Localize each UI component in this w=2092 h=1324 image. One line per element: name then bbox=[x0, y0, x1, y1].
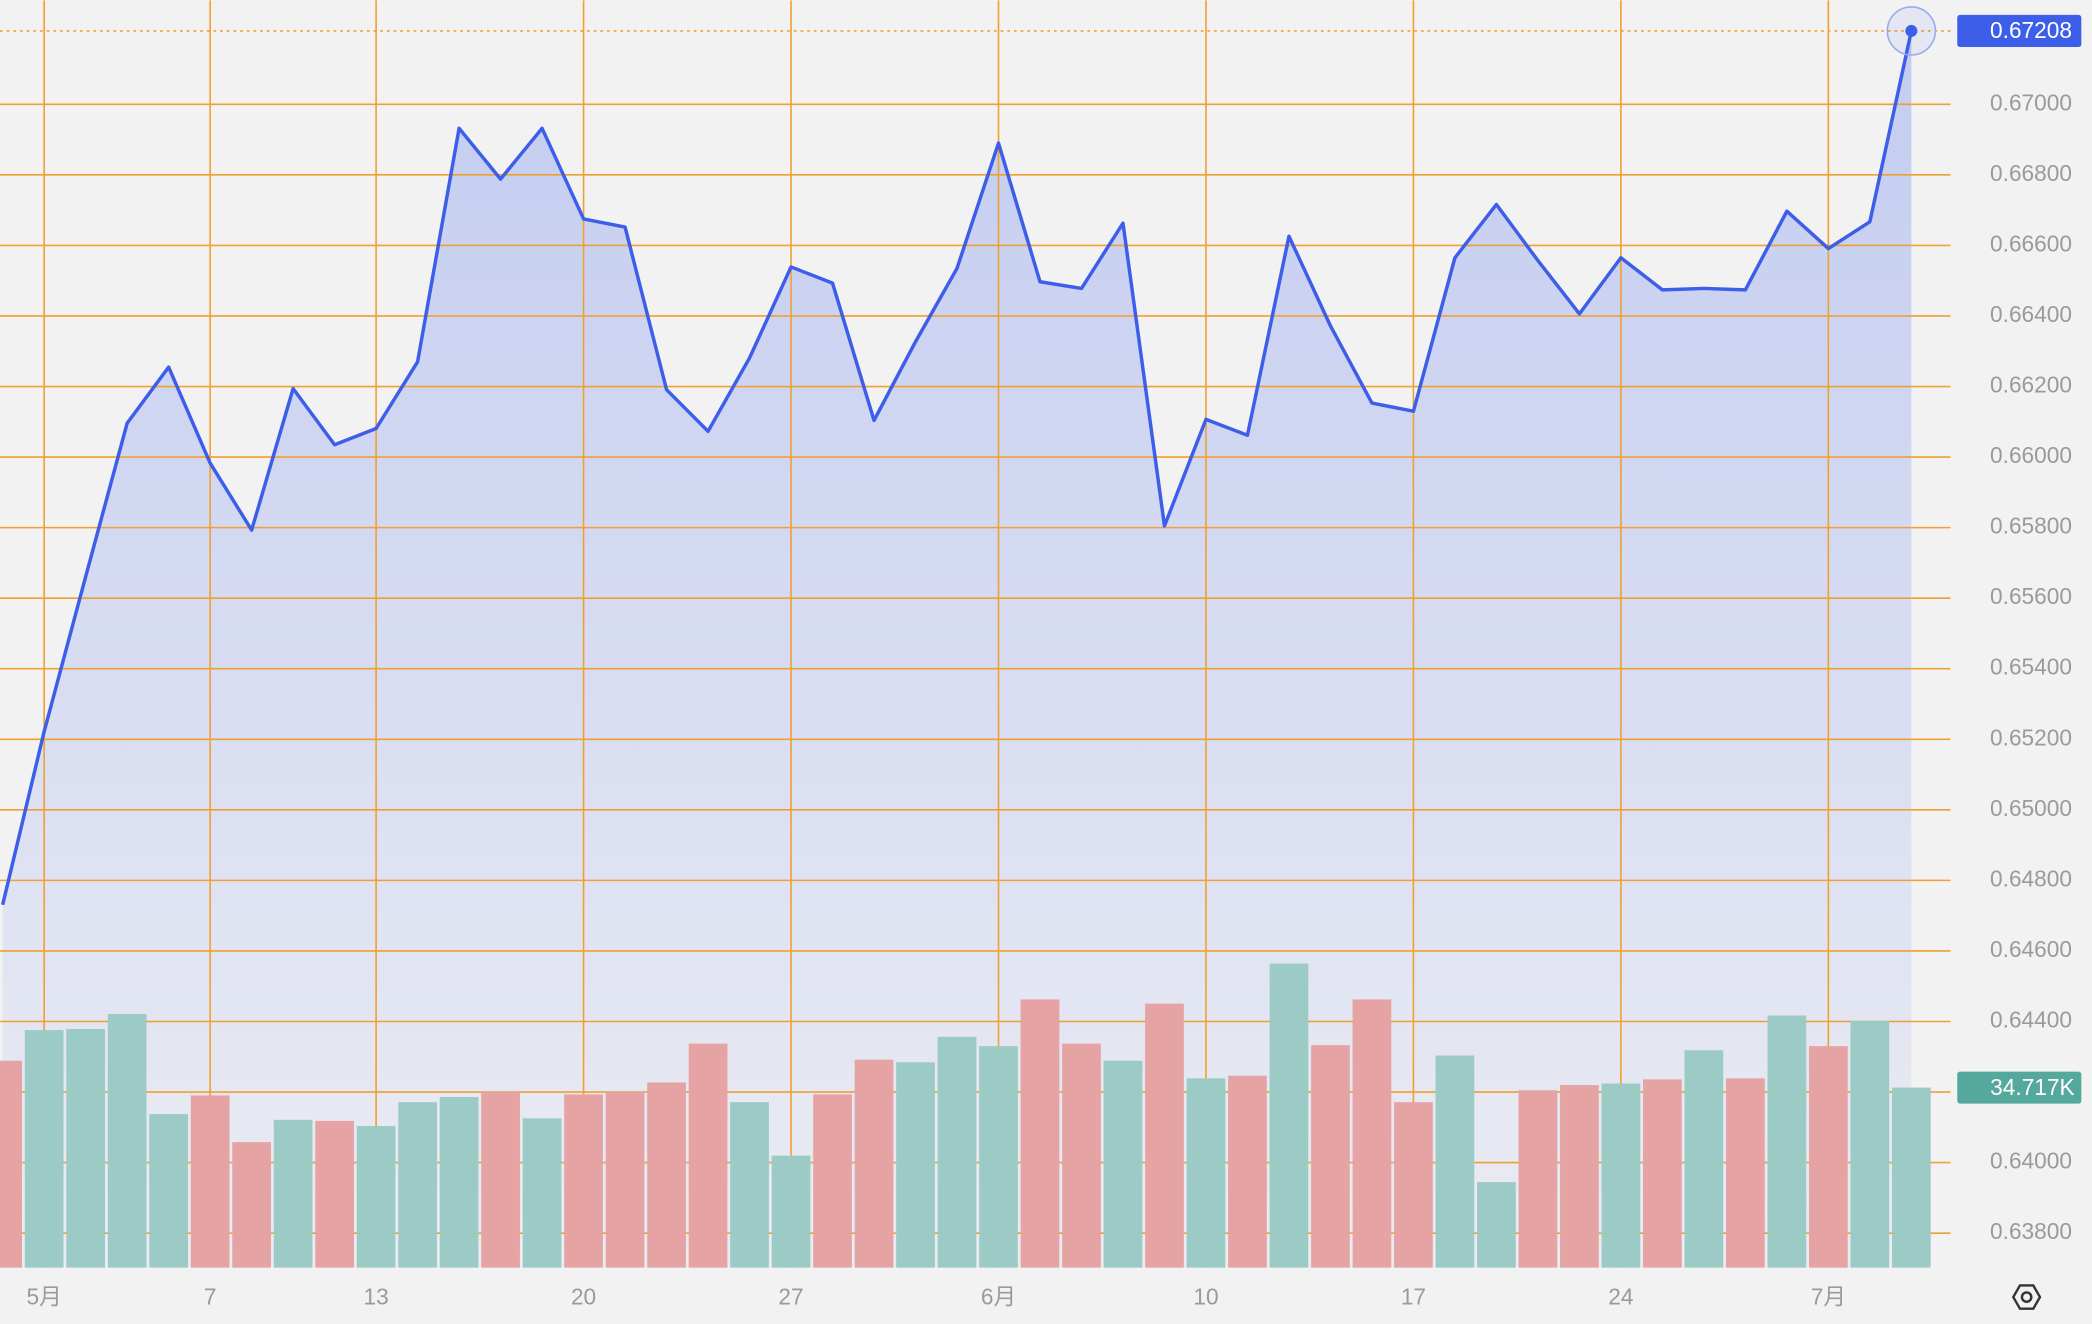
x-tick-label: 13 bbox=[363, 1283, 388, 1309]
volume-bar bbox=[896, 1062, 935, 1268]
y-tick-label: 0.64000 bbox=[1990, 1148, 2072, 1174]
volume-bar bbox=[398, 1102, 437, 1268]
volume-bar bbox=[688, 1043, 728, 1268]
volume-bar bbox=[1145, 1003, 1184, 1268]
axes: 5月71320276月1017247月0.638000.640000.64200… bbox=[27, 89, 2072, 1309]
y-tick-label: 0.66000 bbox=[1990, 442, 2072, 468]
volume-bar bbox=[813, 1094, 852, 1268]
last-price-label: 0.67208 bbox=[1990, 17, 2072, 43]
y-tick-label: 0.65800 bbox=[1990, 513, 2072, 539]
x-tick-label: 6月 bbox=[981, 1283, 1016, 1309]
last-price-dot bbox=[1905, 24, 1918, 37]
volume-bar bbox=[1643, 1079, 1682, 1268]
volume-bar bbox=[439, 1097, 479, 1268]
volume-bar bbox=[149, 1114, 188, 1268]
volume-bar bbox=[1684, 1050, 1724, 1268]
settings-icon[interactable] bbox=[2011, 1284, 2042, 1310]
volume-bar bbox=[24, 1030, 64, 1268]
x-tick-label: 7 bbox=[204, 1283, 217, 1309]
volume-bar bbox=[771, 1155, 811, 1268]
volume-bar bbox=[937, 1036, 977, 1268]
y-tick-label: 0.66400 bbox=[1990, 301, 2072, 327]
volume-bar bbox=[1601, 1083, 1641, 1268]
volume-bar bbox=[273, 1119, 313, 1268]
volume-bar bbox=[232, 1142, 271, 1268]
settings-hexagon bbox=[2011, 1284, 2042, 1310]
volume-bar bbox=[1186, 1078, 1226, 1268]
volume-bar bbox=[1560, 1085, 1599, 1268]
volume-bar bbox=[564, 1094, 603, 1268]
volume-bar bbox=[0, 1060, 23, 1268]
y-tick-label: 0.66800 bbox=[1990, 160, 2072, 186]
volume-bar bbox=[1767, 1015, 1807, 1268]
volume-bar bbox=[1850, 1020, 1890, 1268]
last-price-tag bbox=[1957, 14, 2082, 47]
volume-bar bbox=[1394, 1102, 1433, 1268]
volume-bar bbox=[730, 1102, 769, 1268]
volume-bar bbox=[1062, 1043, 1101, 1268]
volume-bar bbox=[190, 1095, 230, 1268]
volume-bar bbox=[481, 1091, 520, 1268]
x-tick-label: 10 bbox=[1193, 1283, 1218, 1309]
volume-bar bbox=[605, 1091, 645, 1268]
volume-bar bbox=[1518, 1090, 1558, 1268]
y-tick-label: 0.63800 bbox=[1990, 1218, 2072, 1244]
volume-bar bbox=[1020, 999, 1060, 1268]
y-tick-label: 0.65200 bbox=[1990, 724, 2072, 750]
plot-area bbox=[0, 0, 1951, 1268]
volume-bar bbox=[1103, 1060, 1143, 1268]
y-tick-label: 0.66200 bbox=[1990, 372, 2072, 398]
volume-bar bbox=[854, 1059, 894, 1268]
y-tick-label: 0.65400 bbox=[1990, 654, 2072, 680]
x-tick-label: 24 bbox=[1608, 1283, 1633, 1309]
settings-dot bbox=[2020, 1291, 2033, 1303]
volume-bar bbox=[356, 1126, 396, 1268]
y-tick-label: 0.65000 bbox=[1990, 795, 2072, 821]
volume-tag bbox=[1957, 1071, 2082, 1104]
volume-bar bbox=[1352, 999, 1392, 1268]
volume-bar bbox=[647, 1082, 686, 1268]
volume-bar bbox=[1228, 1075, 1267, 1268]
x-tick-label: 20 bbox=[571, 1283, 596, 1309]
volume-label: 34.717K bbox=[1990, 1074, 2074, 1100]
volume-bar bbox=[1892, 1087, 1931, 1268]
volume-bar bbox=[66, 1029, 106, 1268]
x-tick-label: 27 bbox=[778, 1283, 803, 1309]
volume-bar bbox=[979, 1046, 1018, 1268]
x-tick-label: 5月 bbox=[27, 1283, 62, 1309]
volume-bar bbox=[315, 1120, 354, 1268]
y-tick-label: 0.66600 bbox=[1990, 230, 2072, 256]
y-tick-label: 0.65600 bbox=[1990, 583, 2072, 609]
volume-bar bbox=[1435, 1055, 1475, 1268]
y-tick-label: 0.64800 bbox=[1990, 865, 2072, 891]
volume-bar bbox=[1809, 1046, 1848, 1268]
volume-bar bbox=[1269, 963, 1309, 1268]
volume-bar bbox=[1726, 1078, 1765, 1268]
volume-bar bbox=[107, 1013, 147, 1268]
x-tick-label: 17 bbox=[1401, 1283, 1426, 1309]
y-tick-label: 0.64600 bbox=[1990, 936, 2072, 962]
volume-bar bbox=[1477, 1182, 1516, 1268]
price-line bbox=[0, 30, 1914, 906]
volume-bar bbox=[1311, 1045, 1350, 1268]
volume-bar bbox=[522, 1118, 562, 1268]
y-tick-label: 0.67000 bbox=[1990, 89, 2072, 115]
x-tick-label: 7月 bbox=[1811, 1283, 1846, 1309]
y-tick-label: 0.64400 bbox=[1990, 1006, 2072, 1032]
